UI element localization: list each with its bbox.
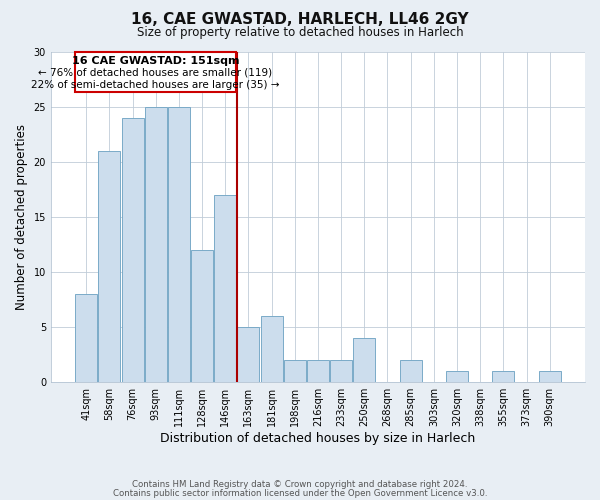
Text: Contains HM Land Registry data © Crown copyright and database right 2024.: Contains HM Land Registry data © Crown c…: [132, 480, 468, 489]
Bar: [238, 327, 259, 382]
Bar: [168, 106, 190, 382]
Bar: [284, 360, 306, 382]
Bar: [145, 106, 167, 382]
Bar: [493, 371, 514, 382]
Bar: [122, 118, 143, 382]
Text: ← 76% of detached houses are smaller (119): ← 76% of detached houses are smaller (11…: [38, 68, 272, 78]
Bar: [98, 150, 121, 382]
Bar: [400, 360, 422, 382]
Bar: [539, 371, 561, 382]
Bar: [353, 338, 376, 382]
Text: Contains public sector information licensed under the Open Government Licence v3: Contains public sector information licen…: [113, 490, 487, 498]
Text: Size of property relative to detached houses in Harlech: Size of property relative to detached ho…: [137, 26, 463, 39]
Bar: [191, 250, 213, 382]
Text: 16, CAE GWASTAD, HARLECH, LL46 2GY: 16, CAE GWASTAD, HARLECH, LL46 2GY: [131, 12, 469, 28]
Text: 22% of semi-detached houses are larger (35) →: 22% of semi-detached houses are larger (…: [31, 80, 280, 90]
Bar: [330, 360, 352, 382]
Y-axis label: Number of detached properties: Number of detached properties: [15, 124, 28, 310]
Bar: [260, 316, 283, 382]
Bar: [75, 294, 97, 382]
Bar: [214, 195, 236, 382]
X-axis label: Distribution of detached houses by size in Harlech: Distribution of detached houses by size …: [160, 432, 476, 445]
Bar: [307, 360, 329, 382]
FancyBboxPatch shape: [74, 52, 236, 92]
Bar: [446, 371, 468, 382]
Text: 16 CAE GWASTAD: 151sqm: 16 CAE GWASTAD: 151sqm: [72, 56, 239, 66]
